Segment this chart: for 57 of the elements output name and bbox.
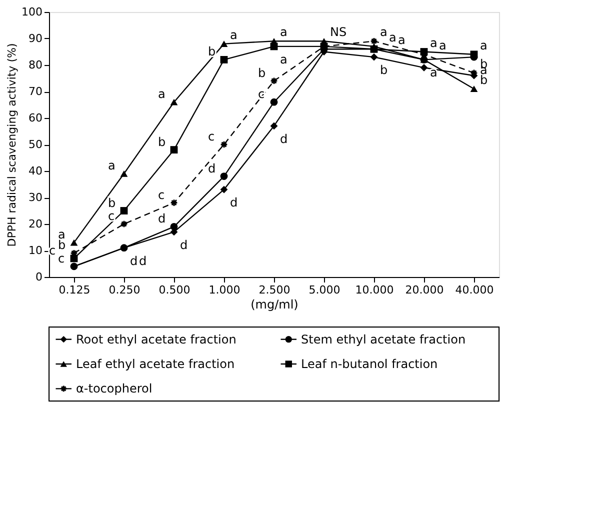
x-tick-label: 2.500 [258,284,290,296]
annotation: a [480,38,488,52]
annotation: a [430,36,438,50]
x-tick-label: 5.000 [308,284,340,296]
y-tick-label: 90 [28,32,42,45]
annotation: a [280,52,288,66]
x-tick-label: 40.000 [455,284,494,296]
annotation: d [208,161,216,176]
y-tick-label: 100 [22,6,42,18]
annotation: a [230,28,238,42]
annotation: c [158,188,165,202]
annotation: b [158,134,166,149]
annotation: b [380,63,388,78]
annotation: NS [330,25,347,40]
annotation: a [108,158,116,173]
y-tick-label: 70 [28,85,42,98]
x-tick-label: 10.000 [355,284,394,296]
annotation: a [380,25,388,40]
legend-label: Leaf n-butanol fraction [301,357,438,371]
legend-label: Stem ethyl acetate fraction [301,332,466,346]
legend-label: α-tocopherol [76,382,152,396]
x-tick-label: 0.250 [108,284,140,296]
y-tick-label: 60 [28,112,42,124]
annotation: d [130,254,138,268]
x-tick-label: 0.500 [158,284,190,296]
y-tick-label: 20 [28,218,42,230]
annotation: c [208,130,215,144]
x-tick-label: 0.125 [58,284,90,296]
annotation: d [230,196,238,210]
annotation: a [280,25,288,40]
y-tick-label: 50 [28,138,42,151]
annotation: c [258,87,265,102]
y-tick-label: 80 [28,58,42,72]
y-tick-label: 30 [28,191,42,204]
annotation: a [389,30,396,44]
legend-label: Leaf ethyl acetate fraction [76,357,235,371]
annotation: d [158,212,166,226]
x-tick-label: 1.000 [208,284,240,296]
annotation: d [139,254,147,268]
annotation: d [180,238,188,252]
y-tick-label: 10 [28,244,42,257]
annotation: b [108,196,116,210]
annotation: a [398,33,406,48]
y-tick-label: 0 [36,270,42,284]
x-tick-label: 20.000 [405,284,444,296]
legend-label: Root ethyl acetate fraction [76,332,236,346]
annotation: c [108,209,115,223]
annotation: d [280,132,288,146]
annotation: b [258,66,266,80]
y-tick-label: 40 [28,164,42,178]
annotation: a [439,38,446,52]
annotation: a [158,87,166,102]
x-axis-title: (mg/ml) [250,298,298,312]
annotation: b [208,44,216,59]
y-axis-title: DPPH radical scavenging activity (%) [6,43,19,247]
annotation: c [58,251,65,266]
annotation: a [430,66,438,80]
